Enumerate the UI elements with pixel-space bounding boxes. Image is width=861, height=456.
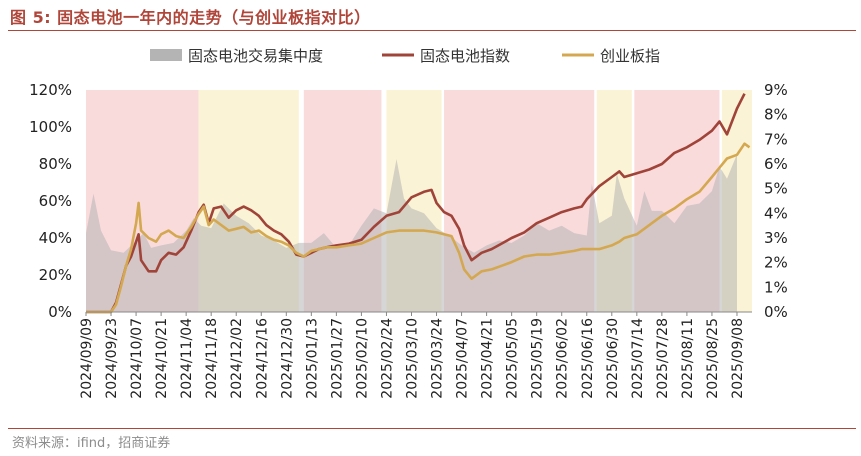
right-tick-label: 3% <box>764 229 788 247</box>
right-tick-label: 8% <box>764 106 788 124</box>
chart-svg: 0% 20% 40% 60% 80% 100% 120% 0% 1% 2% 3% 4% 5% 6% 7% 8%… <box>29 47 788 399</box>
x-tick-label: 2024/11/04 <box>179 318 195 399</box>
series-area-0 <box>86 154 737 312</box>
title-divider <box>8 30 856 31</box>
x-tick-label: 2024/11/18 <box>204 318 220 399</box>
legend-swatch-0 <box>150 49 182 61</box>
legend: 固态电池交易集中度 固态电池指数 创业板指 <box>150 47 660 65</box>
left-tick-label: 0% <box>48 303 72 321</box>
x-tick-label: 2025/05/19 <box>530 318 546 399</box>
x-tick-label: 2025/02/10 <box>354 318 370 399</box>
x-tick-label: 2024/12/30 <box>279 318 295 399</box>
x-tick-label: 2025/09/08 <box>730 318 746 399</box>
x-tick-label: 2025/01/27 <box>329 318 345 399</box>
series-line-1 <box>86 93 746 314</box>
x-tick-label: 2025/08/25 <box>705 318 721 399</box>
right-tick-label: 1% <box>764 278 788 296</box>
right-tick-label: 9% <box>764 81 788 99</box>
legend-label-0: 固态电池交易集中度 <box>188 47 323 65</box>
x-tick-label: 2025/05/05 <box>505 318 521 399</box>
x-tick-label: 2025/04/21 <box>480 318 496 399</box>
chart-title: 图 5: 固态电池一年内的走势（与创业板指对比） <box>10 8 371 27</box>
legend-label-2: 创业板指 <box>600 47 660 65</box>
x-tick-label: 2024/09/09 <box>79 318 95 399</box>
left-tick-label: 40% <box>39 229 72 247</box>
left-tick-label: 100% <box>29 118 72 136</box>
right-tick-label: 5% <box>764 180 788 198</box>
right-tick-label: 4% <box>764 204 788 222</box>
left-tick-label: 60% <box>39 192 72 210</box>
concentration-area-layer <box>86 154 737 312</box>
x-tick-label: 2025/08/11 <box>680 318 696 399</box>
x-tick-label: 2025/06/02 <box>555 318 571 399</box>
footer-divider <box>8 428 856 429</box>
right-tick-label: 6% <box>764 155 788 173</box>
x-tick-label: 2025/07/14 <box>630 318 646 399</box>
right-tick-label: 7% <box>764 130 788 148</box>
x-tick-label: 2025/01/13 <box>304 318 320 399</box>
x-tick-label: 2025/03/10 <box>405 318 421 399</box>
x-tick-label: 2025/07/28 <box>655 318 671 399</box>
axes: 0% 20% 40% 60% 80% 100% 120% 0% 1% 2% 3% 4% 5% 6% 7% 8%… <box>29 81 788 399</box>
line-layer <box>86 93 751 314</box>
x-tick-label: 2024/12/16 <box>254 318 270 399</box>
series-line-2 <box>86 142 751 314</box>
x-tick-label: 2024/09/23 <box>104 318 120 399</box>
legend-label-1: 固态电池指数 <box>420 47 510 65</box>
x-tick-label: 2025/04/07 <box>455 318 471 399</box>
x-tick-label: 2025/02/24 <box>380 318 396 399</box>
left-tick-label: 20% <box>39 266 72 284</box>
x-tick-label: 2025/03/24 <box>430 318 446 399</box>
left-tick-label: 120% <box>29 81 72 99</box>
right-tick-label: 0% <box>764 303 788 321</box>
source-note: 资料来源：ifind，招商证券 <box>12 436 171 451</box>
right-tick-label: 2% <box>764 254 788 272</box>
x-tick-label: 2024/10/07 <box>129 318 145 399</box>
x-tick-label: 2025/06/16 <box>580 318 596 399</box>
x-tick-label: 2025/06/30 <box>605 318 621 399</box>
x-tick-label: 2024/12/02 <box>229 318 245 399</box>
left-tick-label: 80% <box>39 155 72 173</box>
x-tick-label: 2024/10/21 <box>154 318 170 399</box>
